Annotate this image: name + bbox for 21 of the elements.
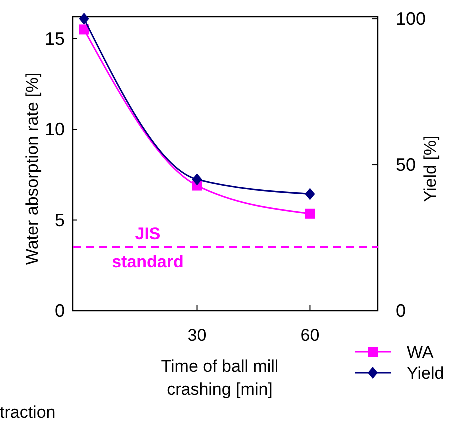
legend-label: WA (407, 343, 434, 362)
y-tick-label: 5 (54, 210, 65, 230)
y2-tick-label: 0 (396, 301, 406, 321)
x-tick-label: 30 (188, 326, 207, 345)
point (79, 24, 90, 35)
point (305, 208, 316, 219)
point (192, 174, 202, 186)
y-tick-label: 0 (54, 301, 65, 321)
y-axis-title: Water absorption rate [%] (23, 72, 42, 266)
ref-line-label: JIS standard (112, 224, 184, 272)
legend-label: Yield (407, 364, 444, 383)
text: traction (0, 403, 56, 422)
x-tick-label: 60 (300, 326, 320, 345)
point (79, 13, 90, 26)
x-axis-title: Time of ball mill crashing [min] (161, 357, 279, 399)
y2-axis-title: Yield [%] (421, 136, 440, 202)
y-tick-label: 15 (44, 28, 65, 49)
point (305, 188, 316, 200)
y-tick-label: 10 (44, 120, 65, 140)
y2-tick-label: 100 (396, 9, 426, 30)
y2-tick-label: 50 (396, 155, 416, 176)
